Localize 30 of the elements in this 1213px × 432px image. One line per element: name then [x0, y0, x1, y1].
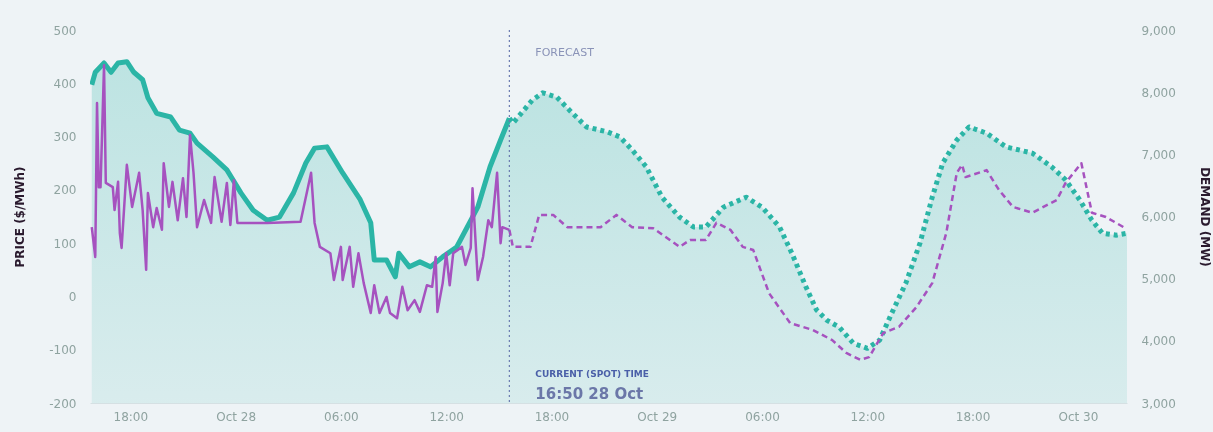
ref-line-label: FORECAST	[535, 46, 595, 59]
y-tick-label: -200	[49, 396, 77, 411]
y-tick-label: 500	[53, 23, 77, 38]
y-tick-label: 0	[68, 289, 77, 304]
x-tick-label: 18:00	[534, 409, 570, 424]
y2-tick-label: 5,000	[1141, 272, 1176, 287]
y2-tick-label: 6,000	[1141, 210, 1176, 224]
y2-axis-title: DEMAND (MW)	[1197, 167, 1212, 267]
y2-tick-label: 3,000	[1141, 396, 1176, 411]
y-tick-label: -100	[49, 343, 77, 358]
x-tick-label: Oct 29	[637, 409, 678, 424]
y2-tick-label: 9,000	[1141, 23, 1176, 38]
y2-tick-label: 4,000	[1141, 334, 1176, 349]
annotation: 16:50 28 Oct	[535, 385, 644, 403]
x-tick-label: 18:00	[113, 409, 149, 424]
y-tick-label: 400	[53, 76, 77, 91]
x-tick-label: 06:00	[324, 409, 359, 424]
y-axis-title: PRICE ($/MWh)	[13, 166, 28, 268]
annotation: CURRENT (SPOT) TIME	[535, 369, 649, 379]
x-tick-label: 06:00	[745, 409, 780, 424]
y-tick-label: 200	[53, 183, 77, 198]
y2-tick-label: 7,000	[1141, 147, 1176, 162]
x-tick-label: Oct 28	[216, 409, 257, 424]
x-tick-label: 12:00	[850, 409, 886, 424]
x-tick-label: 18:00	[955, 409, 991, 424]
y2-tick-label: 8,000	[1141, 85, 1176, 100]
y-tick-label: 100	[53, 236, 77, 251]
x-tick-label: 12:00	[429, 409, 464, 424]
x-tick-label: Oct 30	[1058, 409, 1099, 424]
y-tick-label: 300	[53, 130, 77, 145]
